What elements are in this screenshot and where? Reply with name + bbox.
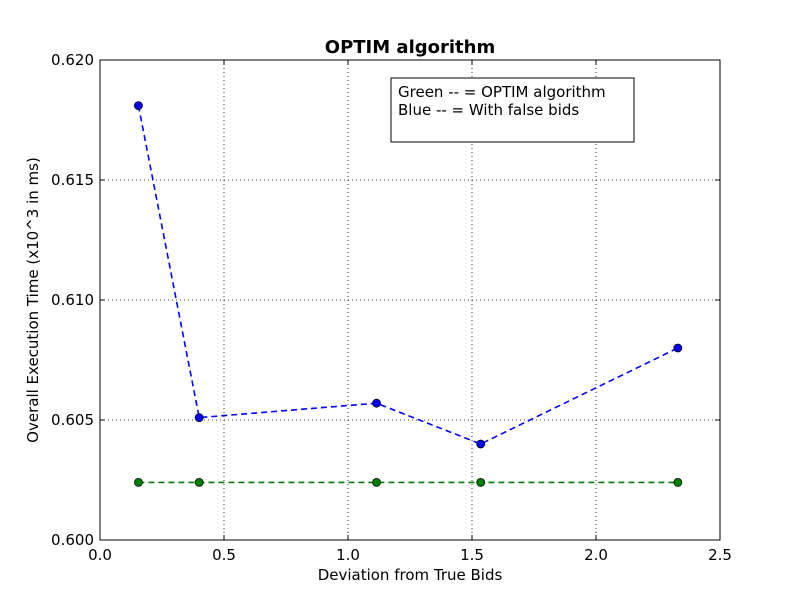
x-tick-label: 1.0	[336, 546, 360, 564]
series-1-point	[372, 477, 381, 487]
series-1-point	[673, 477, 683, 487]
x-tick-label: 0.0	[88, 546, 112, 564]
series-0-point	[134, 101, 143, 110]
ticks: 0.0 0.5 1.0 1.5 2.0 2.5 0.600 0.605 0.610 0.615 0.…	[51, 51, 732, 564]
y-tick-label: 0.620	[51, 51, 94, 69]
legend-box	[390, 77, 635, 143]
chart-title: OPTIM algorithm	[325, 37, 495, 58]
series-0-point	[476, 439, 486, 449]
y-tick-label: 0.600	[51, 531, 94, 549]
series-0-point	[673, 343, 683, 353]
x-tick-label: 1.5	[460, 546, 484, 564]
x-axis-label: Deviation from True Bids	[318, 566, 503, 584]
series-0-point	[194, 413, 204, 423]
series-1-point	[194, 477, 204, 487]
x-tick-label: 2.0	[584, 546, 608, 564]
x-tick-label: 0.5	[212, 546, 236, 564]
series-1-point	[476, 477, 486, 487]
legend: Green -- = OPTIM algorithm Blue -- = Wit…	[390, 77, 635, 143]
series-1-point	[134, 477, 143, 487]
series-layer	[134, 101, 683, 487]
y-tick-label: 0.605	[51, 411, 94, 429]
x-tick-label: 2.5	[708, 546, 732, 564]
y-tick-label: 0.610	[51, 291, 94, 309]
series-0-point	[372, 398, 381, 408]
legend-entry-blue: Blue -- = With false bids	[398, 101, 579, 119]
y-tick-label: 0.615	[51, 171, 94, 189]
y-axis-label: Overall Execution Time (x10^3 in ms)	[24, 157, 42, 443]
legend-entry-green: Green -- = OPTIM algorithm	[398, 83, 606, 101]
